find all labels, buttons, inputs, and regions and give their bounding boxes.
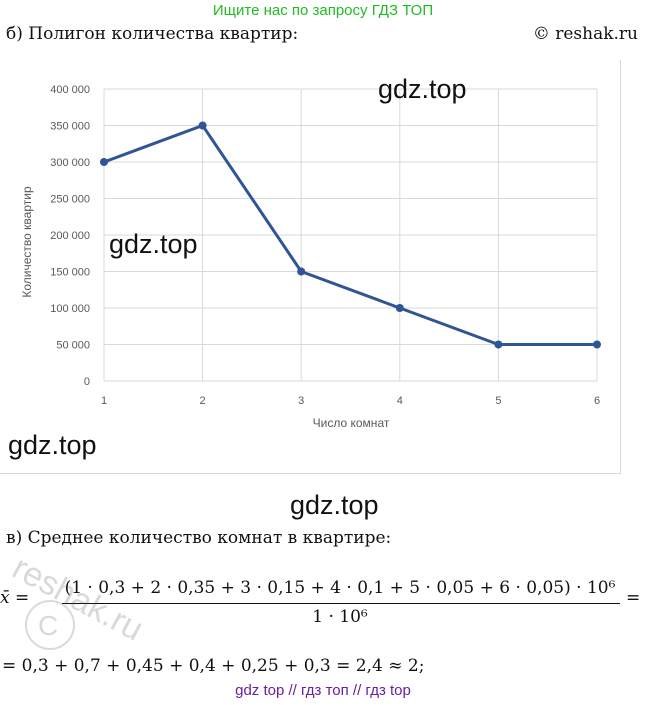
grid-lines bbox=[103, 88, 598, 382]
y-tick-label: 250 000 bbox=[50, 194, 90, 206]
data-point bbox=[297, 267, 306, 276]
y-tick-label: 400 000 bbox=[50, 84, 90, 96]
copyright-label[interactable]: © reshak.ru bbox=[532, 24, 638, 44]
watermark-gdz: gdz.top bbox=[290, 490, 379, 520]
x-tick-labels: 1 2 3 4 5 6 bbox=[101, 395, 600, 407]
watermark-gdz: gdz.top bbox=[8, 430, 97, 460]
x-tick-label: 3 bbox=[298, 395, 304, 407]
y-tick-label: 150 000 bbox=[50, 267, 90, 279]
data-point bbox=[198, 121, 207, 130]
y-axis-label: Количество квартир bbox=[20, 186, 34, 298]
series-line-path bbox=[103, 124, 597, 346]
formula-numerator: (1 · 0,3 + 2 · 0,35 + 3 · 0,15 + 4 · 0,1… bbox=[64, 578, 616, 598]
watermark-gdz: gdz.top bbox=[378, 74, 467, 104]
formula-result: = 0,3 + 0,7 + 0,45 + 0,4 + 0,25 + 0,3 = … bbox=[2, 656, 425, 676]
y-tick-label: 100 000 bbox=[50, 303, 90, 315]
x-tick-label: 6 bbox=[594, 395, 600, 407]
y-tick-label: 200 000 bbox=[50, 230, 90, 242]
series-points bbox=[100, 121, 601, 349]
chart-container: 0 50 000 100 000 150 000 200 000 250 000 300 0… bbox=[0, 60, 621, 474]
mean-formula: x̄ = (1 · 0,3 + 2 · 0,35 + 3 · 0,15 + 4 … bbox=[0, 578, 646, 638]
y-tick-label: 0 bbox=[84, 376, 90, 388]
formula-rhs: = bbox=[626, 588, 641, 608]
data-point bbox=[395, 304, 404, 312]
y-tick-label: 50 000 bbox=[56, 340, 90, 352]
section-heading-polygon: б) Полигон количества квартир: bbox=[6, 24, 299, 44]
formula-lhs: x̄ = bbox=[0, 588, 30, 608]
data-point bbox=[593, 340, 601, 349]
formula-denominator: 1 · 10⁶ bbox=[312, 607, 368, 627]
section-heading-mean: в) Среднее количество комнат в квартире: bbox=[6, 528, 392, 548]
x-axis-label: Число комнат bbox=[313, 416, 390, 430]
x-tick-label: 4 bbox=[397, 395, 403, 407]
x-tick-label: 5 bbox=[495, 395, 501, 407]
data-point bbox=[100, 158, 108, 166]
line-chart: 0 50 000 100 000 150 000 200 000 250 000 300 0… bbox=[20, 84, 601, 430]
series-line bbox=[103, 124, 597, 346]
y-tick-label: 350 000 bbox=[50, 121, 90, 133]
data-point bbox=[494, 340, 503, 349]
y-tick-labels: 0 50 000 100 000 150 000 200 000 250 000 300 0… bbox=[50, 84, 90, 388]
footer-links[interactable]: gdz top // гдз топ // гдз top bbox=[235, 682, 411, 699]
x-tick-label: 2 bbox=[200, 395, 206, 407]
watermark-gdz: gdz.top bbox=[109, 229, 198, 259]
search-banner[interactable]: Ищите нас по запросу ГДЗ ТОП bbox=[212, 2, 434, 19]
x-tick-label: 1 bbox=[101, 395, 107, 407]
fraction-bar bbox=[62, 603, 620, 604]
y-tick-label: 300 000 bbox=[50, 157, 90, 169]
